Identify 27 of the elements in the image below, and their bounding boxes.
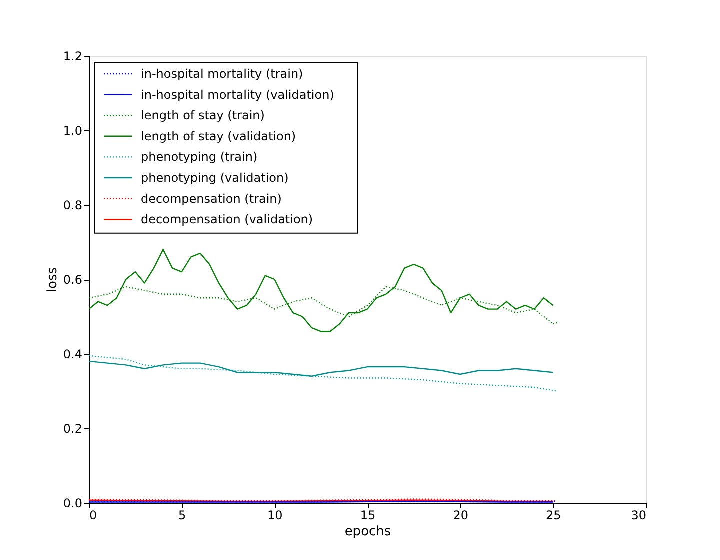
x-tick-label: 20 — [453, 508, 468, 522]
legend-label: phenotyping (validation) — [141, 171, 289, 185]
legend-label: in-hospital mortality (train) — [141, 67, 304, 81]
y-axis-title: loss — [45, 267, 60, 293]
x-tick-label: 0 — [90, 508, 98, 522]
legend-label: length of stay (train) — [141, 108, 265, 123]
y-tick-label: 1.0 — [63, 124, 82, 138]
line-series — [89, 360, 554, 377]
y-tick-label: 0.0 — [63, 496, 82, 510]
x-tick-label: 30 — [631, 508, 646, 522]
y-tick-label: 0.8 — [63, 198, 82, 212]
x-tick-label: 5 — [178, 508, 186, 522]
x-tick-label: 10 — [268, 508, 283, 522]
legend-label: decompensation (validation) — [141, 212, 314, 227]
x-axis-title: epochs — [344, 524, 392, 540]
x-tick-label: 25 — [546, 508, 562, 522]
y-tick-label: 0.6 — [63, 273, 82, 287]
y-tick-label: 1.2 — [63, 50, 82, 64]
legend-label: in-hospital mortality (validation) — [141, 88, 334, 102]
legend-label: phenotyping (train) — [141, 150, 258, 164]
line-series — [89, 249, 554, 332]
legend-label: decompensation (train) — [141, 192, 282, 206]
y-tick-label: 0.4 — [63, 348, 82, 362]
legend-label: length of stay (validation) — [141, 129, 296, 144]
x-tick-label: 15 — [360, 508, 376, 522]
y-tick-label: 0.2 — [63, 422, 82, 436]
line-series — [89, 355, 558, 392]
